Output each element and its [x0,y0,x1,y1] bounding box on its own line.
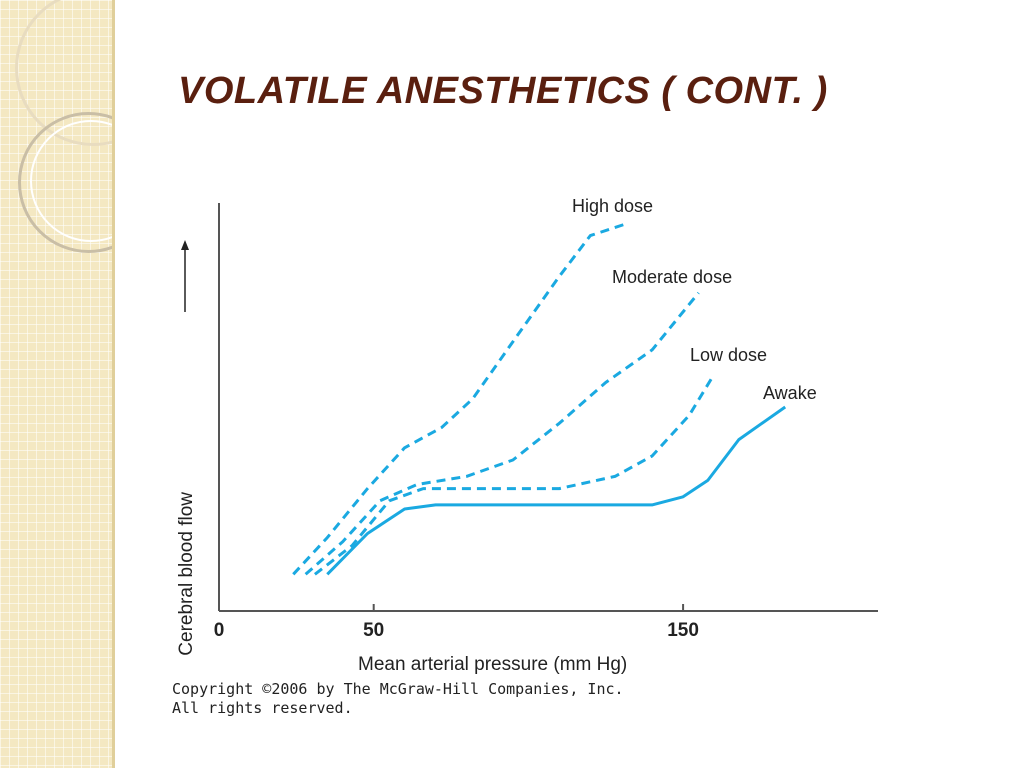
series-line-high-dose [292,221,628,576]
y-axis-arrow-head [181,240,189,250]
y-axis-label-group: Cerebral blood flow [176,240,197,656]
series-line-low-dose [313,373,716,576]
x-ticks: 0 50 150 [214,604,699,641]
y-axis-label: Cerebral blood flow [176,492,197,656]
series-label-awake: Awake [763,383,817,403]
copyright-line: All rights reserved. [172,699,353,717]
series-line-awake [326,405,787,576]
x-tick-label: 50 [363,620,384,641]
x-tick-label: 0 [214,620,225,641]
series-line-moderate-dose [304,291,700,576]
copyright-line: Copyright ©2006 by The McGraw-Hill Compa… [172,680,624,698]
series-labels: High dose Moderate dose Low dose Awake [572,196,817,403]
series-label-high-dose: High dose [572,196,653,216]
x-axis-label: Mean arterial pressure (mm Hg) [358,654,627,675]
series-layer [292,221,787,576]
decorative-sidebar [0,0,112,768]
sidebar-edge [112,0,115,768]
series-label-moderate-dose: Moderate dose [612,267,732,287]
copyright-notice: Copyright ©2006 by The McGraw-Hill Compa… [172,680,624,718]
series-label-low-dose: Low dose [690,345,767,365]
slide-title: VOLATILE ANESTHETICS ( CONT. ) [178,70,828,112]
x-tick-label: 150 [667,620,699,641]
